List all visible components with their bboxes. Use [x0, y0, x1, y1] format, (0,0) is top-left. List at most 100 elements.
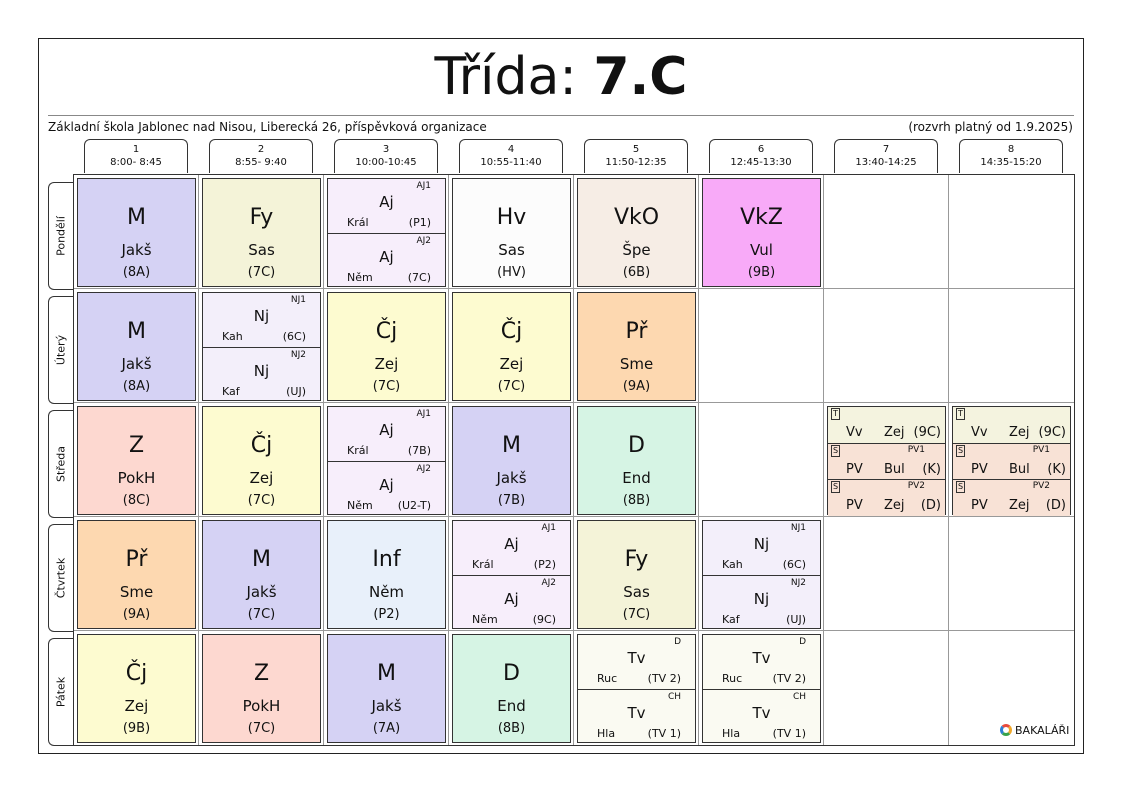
- group-label: AJ2: [416, 236, 431, 246]
- lesson-cell[interactable]: M Jakš (7B): [452, 406, 571, 515]
- lesson-room: (7C): [247, 607, 276, 622]
- lesson-cell[interactable]: Fy Sas (7C): [577, 520, 696, 629]
- lesson-type-tag: T: [831, 408, 840, 420]
- lesson-cell[interactable]: Inf Něm (P2): [327, 520, 446, 629]
- lesson-room: (8A): [122, 379, 151, 394]
- lesson-room: (UJ): [786, 613, 806, 626]
- lesson-cell[interactable]: Čj Zej (7C): [327, 292, 446, 401]
- grid-line: [323, 175, 324, 745]
- lesson-cell[interactable]: M Jakš (8A): [77, 292, 196, 401]
- group-label: PV2: [907, 481, 925, 491]
- group-label: NJ2: [790, 578, 806, 588]
- lesson-room: (7C): [497, 379, 526, 394]
- grid-line: [74, 630, 1074, 631]
- lesson-subject: Aj: [504, 590, 519, 608]
- day-name: Pondělí: [54, 216, 68, 256]
- lesson-subject: PV: [971, 498, 988, 513]
- split-lesson-cell[interactable]: NJ1 Nj Kah (6C) NJ2 Nj Kaf (UJ): [702, 520, 821, 629]
- lesson-subject: Tv: [627, 704, 646, 722]
- lesson-subject: Nj: [253, 362, 270, 380]
- period-header: 7 13:40-14:25: [834, 139, 938, 173]
- lesson-subject: Hv: [496, 205, 527, 230]
- lesson-room: (TV 1): [647, 727, 681, 740]
- lesson-cell[interactable]: M Jakš (7C): [202, 520, 321, 629]
- lesson-cell[interactable]: Fy Sas (7C): [202, 178, 321, 287]
- lesson-room: (P1): [408, 216, 431, 229]
- lesson-cell[interactable]: Př Sme (9A): [577, 292, 696, 401]
- period-time: 8:55- 9:40: [235, 157, 287, 168]
- lesson-subject: Tv: [752, 649, 771, 667]
- day-name: Pátek: [54, 676, 68, 708]
- split-lesson-cell[interactable]: AJ1 Aj Král (P1) AJ2 Aj Něm (7C): [327, 178, 446, 287]
- lesson-cell[interactable]: Čj Zej (7C): [202, 406, 321, 515]
- page-title: Třída: 7.C: [38, 44, 1084, 110]
- grid-line: [573, 175, 574, 745]
- validity-note: (rozvrh platný od 1.9.2025): [908, 120, 1073, 134]
- lesson-subject: D: [503, 661, 520, 686]
- split-lesson-cell[interactable]: AJ1 Aj Král (P2) AJ2 Aj Něm (9C): [452, 520, 571, 629]
- grid-line: [74, 288, 1074, 289]
- lesson-cell[interactable]: M Jakš (7A): [327, 634, 446, 743]
- lesson-teacher: Vul: [750, 241, 773, 259]
- lesson-group: S PV1 PV Bul (K): [953, 443, 1070, 480]
- split-lesson-cell[interactable]: D Tv Ruc (TV 2) CH Tv Hla (TV 1): [702, 634, 821, 743]
- lesson-cell[interactable]: VkZ Vul (9B): [702, 178, 821, 287]
- lesson-subject: Inf: [372, 547, 401, 572]
- lesson-subject: Vv: [846, 425, 863, 440]
- grid-line: [948, 175, 949, 745]
- lesson-subject: Čj: [250, 433, 273, 458]
- split-lesson-cell[interactable]: AJ1 Aj Král (7B) AJ2 Aj Něm (U2-T): [327, 406, 446, 515]
- lesson-subject: M: [502, 433, 521, 458]
- lesson-cell[interactable]: Čj Zej (9B): [77, 634, 196, 743]
- lesson-group: AJ1 Aj Král (P1): [328, 179, 445, 232]
- lesson-teacher: Zej: [499, 355, 524, 373]
- period-time: 8:00- 8:45: [110, 157, 162, 168]
- lesson-room: (6C): [282, 330, 306, 343]
- split-lesson-cell[interactable]: NJ1 Nj Kah (6C) NJ2 Nj Kaf (UJ): [202, 292, 321, 401]
- lesson-teacher: Ruc: [722, 672, 743, 685]
- lesson-teacher: Sme: [119, 583, 154, 601]
- lesson-cell[interactable]: Z PokH (8C): [77, 406, 196, 515]
- lesson-type-tag: S: [956, 481, 965, 493]
- lesson-subject: Tv: [627, 649, 646, 667]
- lesson-cell[interactable]: Čj Zej (7C): [452, 292, 571, 401]
- triple-lesson-cell[interactable]: T Vv Zej (9C) S PV1 PV Bul (K) S PV2 PV Zej (D): [827, 406, 946, 516]
- lesson-teacher: Jakš: [496, 469, 527, 487]
- lesson-subject: Čj: [375, 319, 398, 344]
- lesson-room: (9B): [122, 721, 151, 736]
- triple-lesson-cell[interactable]: T Vv Zej (9C) S PV1 PV Bul (K) S PV2 PV Zej (D): [952, 406, 1071, 516]
- lesson-teacher: Kaf: [222, 385, 240, 398]
- lesson-teacher: Zej: [884, 425, 905, 440]
- lesson-teacher: Něm: [347, 499, 373, 512]
- split-lesson-cell[interactable]: D Tv Ruc (TV 2) CH Tv Hla (TV 1): [577, 634, 696, 743]
- lesson-cell[interactable]: Hv Sas (HV): [452, 178, 571, 287]
- lesson-cell[interactable]: Z PokH (7C): [202, 634, 321, 743]
- group-label: AJ1: [416, 409, 431, 419]
- group-label: PV2: [1032, 481, 1050, 491]
- group-label: PV1: [907, 445, 925, 455]
- lesson-cell[interactable]: VkO Špe (6B): [577, 178, 696, 287]
- lesson-cell[interactable]: M Jakš (8A): [77, 178, 196, 287]
- lesson-type-tag: S: [831, 481, 840, 493]
- grid-line: [698, 175, 699, 745]
- lesson-subject: Z: [253, 661, 270, 686]
- school-name: Základní škola Jablonec nad Nisou, Liber…: [48, 120, 487, 134]
- title-prefix: Třída:: [434, 47, 577, 107]
- period-header: 3 10:00-10:45: [334, 139, 438, 173]
- lesson-teacher: Bul: [884, 462, 905, 477]
- lesson-teacher: Sme: [619, 355, 654, 373]
- day-name: Úterý: [54, 334, 68, 366]
- lesson-cell[interactable]: D End (8B): [577, 406, 696, 515]
- lesson-cell[interactable]: Př Sme (9A): [77, 520, 196, 629]
- lesson-subject: M: [252, 547, 271, 572]
- lesson-cell[interactable]: D End (8B): [452, 634, 571, 743]
- lesson-teacher: Jakš: [246, 583, 277, 601]
- lesson-subject: M: [127, 205, 146, 230]
- timetable-grid: [73, 174, 1075, 746]
- lesson-group: S PV1 PV Bul (K): [828, 443, 945, 480]
- lesson-room: (TV 1): [772, 727, 806, 740]
- lesson-room: (HV): [497, 265, 526, 280]
- bakalari-logo: BAKALÁŘI: [1000, 724, 1069, 737]
- lesson-teacher: Něm: [347, 271, 373, 284]
- lesson-room: (8B): [497, 721, 526, 736]
